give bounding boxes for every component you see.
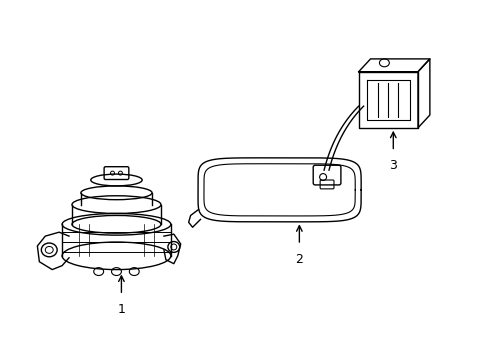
Text: 3: 3 bbox=[388, 159, 396, 172]
Text: 2: 2 bbox=[295, 253, 303, 266]
Text: 1: 1 bbox=[117, 303, 125, 316]
